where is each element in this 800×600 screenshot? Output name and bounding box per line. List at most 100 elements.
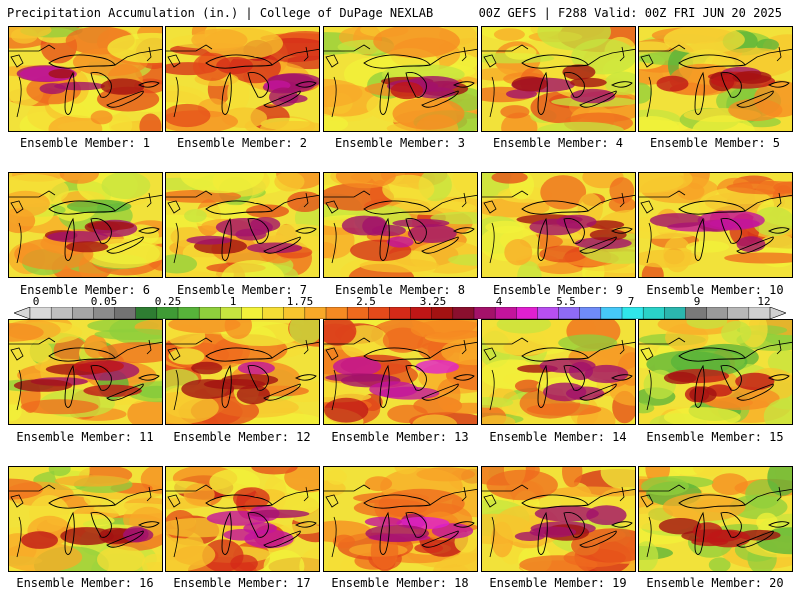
precip-map <box>324 467 477 571</box>
panel-caption: Ensemble Member: 18 <box>331 576 469 590</box>
ensemble-panel-8 <box>323 172 478 278</box>
colorbar-swatch <box>516 307 538 319</box>
precip-map <box>166 27 319 131</box>
panel-caption: Ensemble Member: 4 <box>492 136 624 150</box>
precip-map <box>324 173 477 277</box>
ensemble-panel-5 <box>638 26 793 132</box>
colorbar-swatch <box>685 307 708 319</box>
precip-map <box>9 27 162 131</box>
panel-caption: Ensemble Member: 2 <box>176 136 308 150</box>
colorbar-swatch <box>304 307 327 319</box>
precip-map <box>482 173 635 277</box>
precip-map <box>482 320 635 424</box>
precip-map <box>324 27 477 131</box>
precip-map <box>9 467 162 571</box>
panel-caption: Ensemble Member: 13 <box>331 430 469 444</box>
colorbar-swatch <box>50 307 73 319</box>
ensemble-panel-19 <box>481 466 636 572</box>
ensemble-panel-18 <box>323 466 478 572</box>
colorbar-swatch <box>389 307 412 319</box>
colorbar-swatch <box>748 307 771 319</box>
panel-caption: Ensemble Member: 15 <box>646 430 784 444</box>
colorbar-tick-label: 1.75 <box>286 295 314 308</box>
colorbar-swatch <box>198 307 221 319</box>
colorbar-swatch <box>220 307 242 319</box>
panel-caption: Ensemble Member: 16 <box>16 576 154 590</box>
panel-caption: Ensemble Member: 5 <box>649 136 781 150</box>
colorbar-swatch <box>114 307 137 319</box>
ensemble-panel-4 <box>481 26 636 132</box>
precip-map <box>9 173 162 277</box>
colorbar-swatch <box>431 307 454 319</box>
chart-title: Precipitation Accumulation (in.) | Colle… <box>7 6 434 20</box>
ensemble-panel-1 <box>8 26 163 132</box>
ensemble-panel-9 <box>481 172 636 278</box>
colorbar-swatch <box>452 307 475 319</box>
colorbar-swatch <box>72 307 94 319</box>
ensemble-panel-3 <box>323 26 478 132</box>
precip-map <box>166 173 319 277</box>
panel-caption: Ensemble Member: 3 <box>334 136 466 150</box>
panel-caption: Ensemble Member: 14 <box>489 430 627 444</box>
colorbar-left-arrow <box>14 307 31 319</box>
colorbar-swatch <box>156 307 179 319</box>
precip-map <box>166 320 319 424</box>
ensemble-panel-7 <box>165 172 320 278</box>
panel-caption: Ensemble Member: 1 <box>19 136 151 150</box>
panel-caption: Ensemble Member: 6 <box>19 283 151 297</box>
ensemble-panel-20 <box>638 466 793 572</box>
panel-caption: Ensemble Member: 11 <box>16 430 154 444</box>
precip-map <box>166 467 319 571</box>
precip-map <box>639 27 792 131</box>
panel-caption: Ensemble Member: 9 <box>492 283 624 297</box>
colorbar-tick-label: 0.25 <box>154 295 182 308</box>
colorbar-swatch <box>346 307 369 319</box>
colorbar-swatch <box>537 307 560 319</box>
colorbar-swatch <box>177 307 200 319</box>
panel-caption: Ensemble Member: 10 <box>646 283 784 297</box>
ensemble-panel-10 <box>638 172 793 278</box>
panel-caption: Ensemble Member: 20 <box>646 576 784 590</box>
colorbar-tick-label: 9 <box>693 295 701 308</box>
colorbar-swatch <box>706 307 729 319</box>
colorbar-swatch <box>410 307 433 319</box>
ensemble-panel-16 <box>8 466 163 572</box>
colorbar-swatch <box>325 307 348 319</box>
colorbar-tick-label: 12 <box>757 295 771 308</box>
colorbar-tick-label: 0.05 <box>90 295 118 308</box>
colorbar-swatch <box>642 307 665 319</box>
ensemble-panel-14 <box>481 319 636 425</box>
colorbar <box>14 307 786 319</box>
ensemble-panel-15 <box>638 319 793 425</box>
colorbar-swatch <box>664 307 686 319</box>
panel-caption: Ensemble Member: 7 <box>176 283 308 297</box>
colorbar-swatch <box>241 307 264 319</box>
colorbar-swatch <box>93 307 116 319</box>
colorbar-swatch <box>473 307 496 319</box>
model-run-label: 00Z GEFS | F288 Valid: 00Z FRI JUN 20 20… <box>478 6 782 20</box>
colorbar-swatch <box>727 307 750 319</box>
colorbar-tick-label: 3.25 <box>419 295 447 308</box>
precip-map <box>639 173 792 277</box>
colorbar-swatch <box>135 307 158 319</box>
colorbar-tick-label: 1 <box>229 295 237 308</box>
colorbar-tick-label: 5.5 <box>556 295 576 308</box>
precip-map <box>482 467 635 571</box>
colorbar-swatch <box>621 307 644 319</box>
colorbar-right-arrow <box>769 307 786 319</box>
precip-map <box>482 27 635 131</box>
ensemble-panel-13 <box>323 319 478 425</box>
colorbar-swatch <box>579 307 602 319</box>
colorbar-swatch <box>600 307 623 319</box>
colorbar-tick-label: 0 <box>32 295 40 308</box>
precip-map <box>639 320 792 424</box>
panel-caption: Ensemble Member: 17 <box>173 576 311 590</box>
panel-caption: Ensemble Member: 19 <box>489 576 627 590</box>
ensemble-panel-17 <box>165 466 320 572</box>
precip-map <box>639 467 792 571</box>
precip-map <box>324 320 477 424</box>
precip-map <box>9 320 162 424</box>
colorbar-tick-label: 4 <box>495 295 503 308</box>
colorbar-swatch <box>368 307 390 319</box>
ensemble-panel-11 <box>8 319 163 425</box>
